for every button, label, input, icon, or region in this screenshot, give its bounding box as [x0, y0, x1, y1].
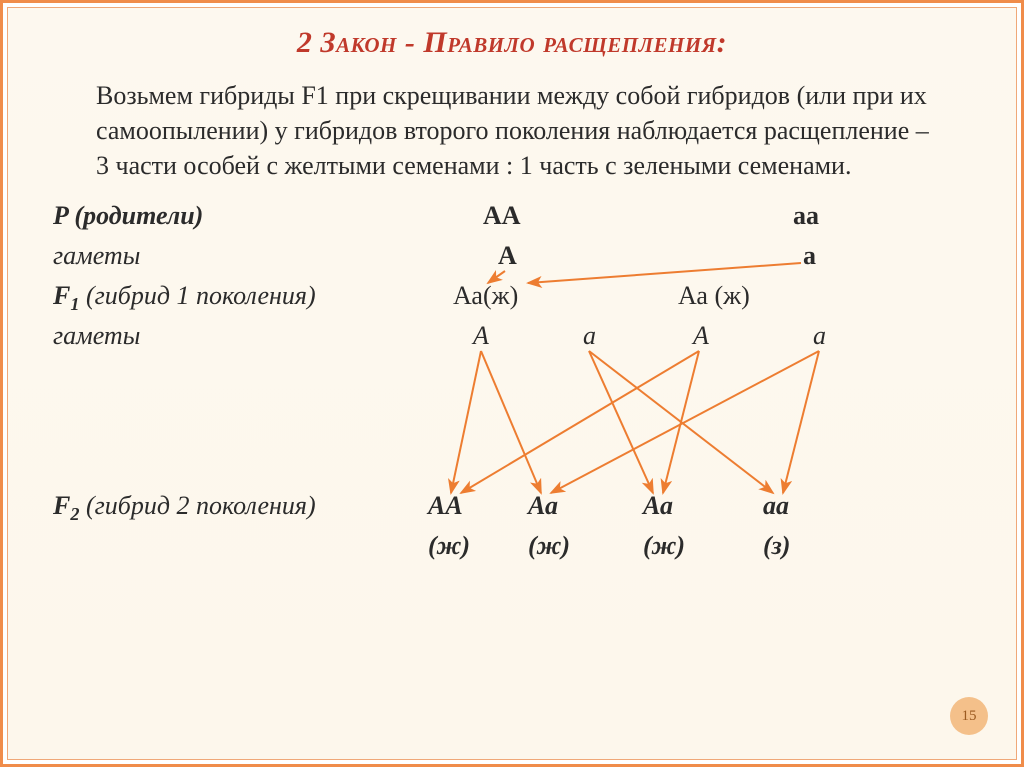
- slide-inner: 2 Закон - Правило расщепления: Возьмем г…: [7, 7, 1017, 760]
- label-f1: F1 (гибрид 1 поколения): [53, 281, 316, 315]
- f2-c4: аа: [763, 491, 789, 521]
- f2-p1: (ж): [428, 531, 470, 561]
- f2-p3: (ж): [643, 531, 685, 561]
- g2-c1: А: [473, 321, 489, 351]
- label-gametes1: гаметы: [53, 241, 140, 271]
- genetics-cross-diagram: P (родители) гаметы F1 (гибрид 1 поколен…: [53, 201, 1016, 641]
- g1-right: а: [803, 241, 816, 271]
- f2-p4: (з): [763, 531, 790, 561]
- f2-c2: Аа: [528, 491, 558, 521]
- slide-frame: 2 Закон - Правило расщепления: Возьмем г…: [0, 0, 1024, 767]
- label-gametes2: гаметы: [53, 321, 140, 351]
- f2-c1: АА: [428, 491, 463, 521]
- g2-c3: А: [693, 321, 709, 351]
- g2-c4: а: [813, 321, 826, 351]
- f1-right: Аа (ж): [678, 281, 750, 311]
- label-f2: F2 (гибрид 2 поколения): [53, 491, 316, 525]
- cross-arrows: [53, 201, 1013, 641]
- label-parents: P (родители): [53, 201, 203, 231]
- f1-left: Аа(ж): [453, 281, 518, 311]
- g1-left: А: [498, 241, 517, 271]
- slide-title: 2 Закон - Правило расщепления:: [8, 26, 1016, 60]
- p-right: аа: [793, 201, 819, 231]
- page-number-badge: 15: [950, 697, 988, 735]
- f2-p2: (ж): [528, 531, 570, 561]
- p-left: АА: [483, 201, 521, 231]
- f2-c3: Аа: [643, 491, 673, 521]
- description-paragraph: Возьмем гибриды F1 при скрещивании между…: [96, 78, 946, 183]
- g2-c2: а: [583, 321, 596, 351]
